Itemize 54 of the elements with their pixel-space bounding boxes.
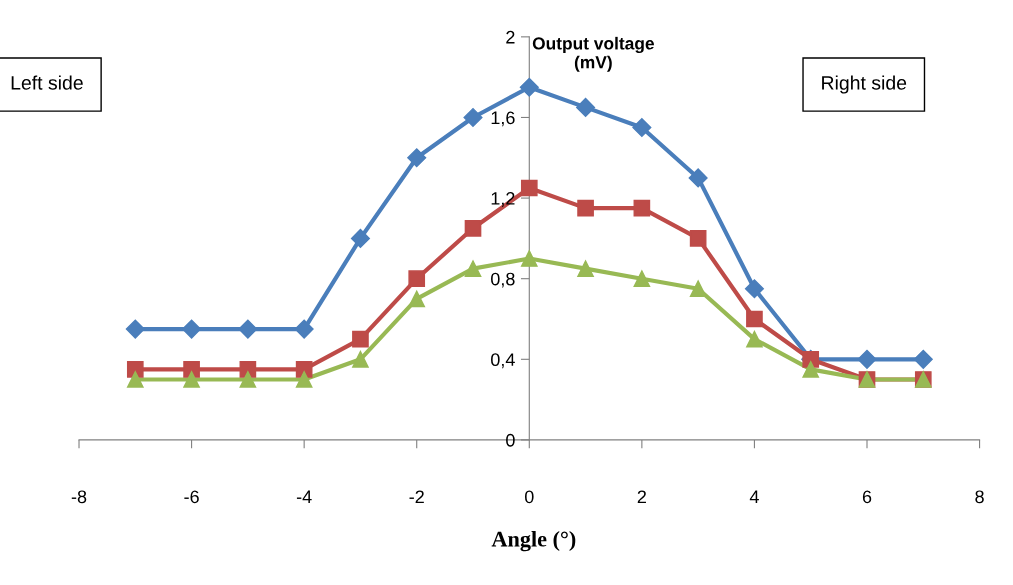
- point: [577, 199, 594, 217]
- point: [183, 371, 200, 388]
- y-tick-label: 0: [506, 433, 515, 447]
- point: [295, 371, 313, 388]
- x-tick-label: 4: [749, 490, 759, 503]
- x-tick-label: -2: [409, 490, 424, 503]
- x-tick-label: -6: [184, 490, 199, 504]
- point: [294, 319, 314, 339]
- point: [576, 97, 596, 117]
- point: [746, 310, 763, 328]
- point: [352, 330, 369, 348]
- x-tick-label: -8: [71, 490, 87, 504]
- point: [577, 260, 594, 277]
- point: [633, 270, 651, 288]
- annotation: Left side: [11, 75, 83, 90]
- x-tick-label: 2: [637, 490, 646, 503]
- point: [520, 250, 538, 267]
- point: [464, 260, 482, 277]
- point: [126, 361, 144, 378]
- point: [632, 118, 652, 138]
- point: [688, 168, 708, 188]
- point: [746, 330, 763, 348]
- x-tick-label: -4: [296, 490, 312, 503]
- point: [519, 77, 539, 97]
- point: [352, 350, 369, 368]
- y-tick-label: 0,8: [491, 272, 515, 288]
- point: [239, 371, 257, 388]
- point: [744, 279, 764, 299]
- y-axis-title: Output voltage (mV): [532, 36, 654, 72]
- point: [407, 148, 427, 168]
- point: [633, 199, 651, 217]
- point: [182, 319, 202, 339]
- point: [857, 349, 877, 369]
- x-tick-label: 8: [975, 490, 984, 504]
- point: [350, 228, 370, 248]
- point: [408, 270, 426, 288]
- x-axis-title: Angle (°): [491, 530, 576, 552]
- point: [913, 349, 933, 369]
- point: [689, 230, 707, 247]
- x-tick-label: 0: [524, 490, 534, 504]
- point: [408, 290, 426, 308]
- point: [126, 371, 144, 388]
- point: [125, 319, 145, 339]
- point: [689, 280, 707, 298]
- point: [802, 361, 820, 378]
- point: [520, 179, 538, 197]
- point: [463, 107, 483, 128]
- point: [238, 319, 258, 339]
- y-tick-label: 2: [506, 30, 515, 44]
- point: [464, 219, 482, 237]
- y-tick-label: 0,4: [491, 353, 515, 369]
- x-tick-label: 6: [862, 490, 872, 504]
- y-tick-label: 1,6: [491, 111, 515, 127]
- annotation: Right side: [822, 75, 907, 94]
